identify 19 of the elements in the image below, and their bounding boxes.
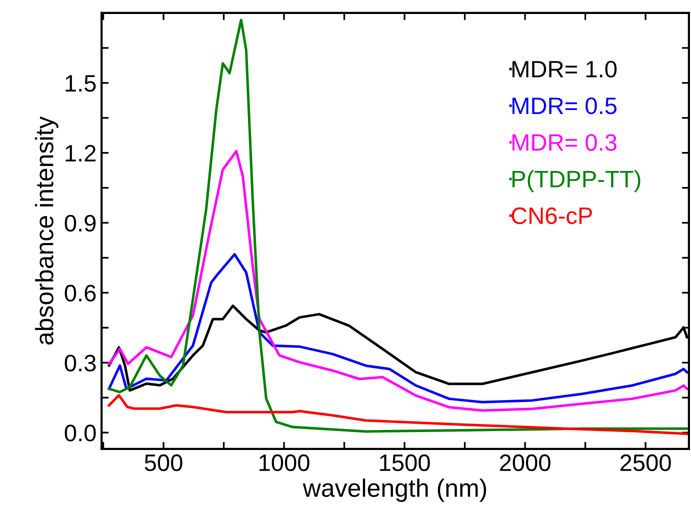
y-tick-label: 1.2 [66, 144, 96, 162]
x-tick-label: 1500 [380, 454, 430, 472]
y-tick-label: 0.3 [64, 354, 96, 372]
x-tick-label: 500 [144, 454, 182, 472]
text: 0.0 [64, 424, 96, 442]
x-tick-label: 2000 [500, 454, 550, 472]
x-tick-label: 1000 [260, 454, 310, 472]
legend-label: P(TDPP-TT) [512, 170, 640, 192]
legend-label: CN6-cP [512, 207, 592, 224]
x-tick-label: 2500 [620, 454, 671, 472]
y-tick-label: 0.6 [64, 284, 96, 302]
x-axis-title: wavelength (nm) [302, 478, 486, 502]
legend-label: MDR= 0.5 [512, 97, 617, 114]
line-series [108, 394, 688, 436]
y-tick-label: 1.5 [66, 75, 96, 92]
y-axis-title: absorbance intensity [35, 116, 58, 345]
legend-label: MDR= 1.0 [512, 60, 617, 78]
y-tick-label: 0.9 [64, 214, 96, 232]
legend-label: MDR= 0.3 [512, 134, 616, 151]
